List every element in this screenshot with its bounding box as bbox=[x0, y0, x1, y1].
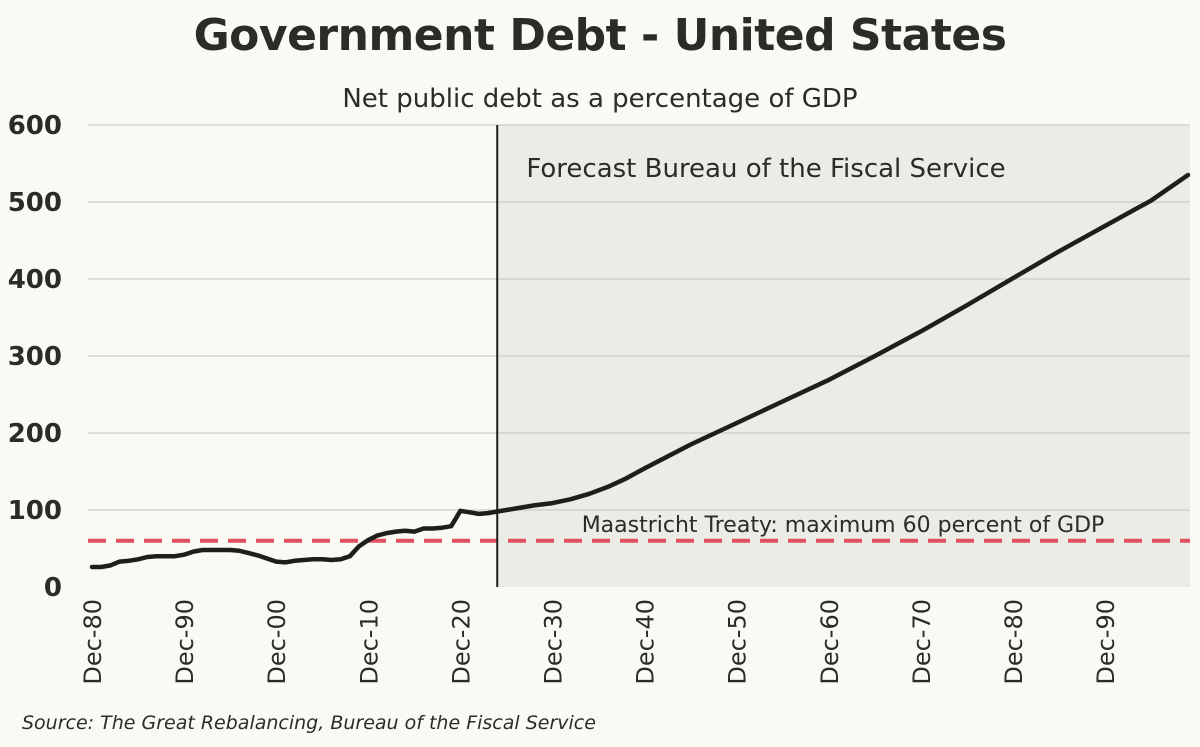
x-tick-label: Dec-80 bbox=[1000, 599, 1028, 685]
x-tick-label: Dec-80 bbox=[79, 599, 107, 685]
x-tick-label: Dec-90 bbox=[1092, 599, 1120, 685]
chart-title: Government Debt - United States bbox=[193, 10, 1007, 61]
chart-source: Source: The Great Rebalancing, Bureau of… bbox=[22, 712, 596, 734]
y-tick-label: 0 bbox=[44, 573, 62, 603]
x-tick-label: Dec-90 bbox=[171, 599, 199, 685]
y-tick-label: 200 bbox=[8, 419, 62, 449]
chart-subtitle: Net public debt as a percentage of GDP bbox=[342, 84, 858, 114]
x-tick-label: Dec-70 bbox=[908, 599, 936, 685]
x-tick-label: Dec-10 bbox=[355, 599, 383, 685]
y-tick-label: 400 bbox=[8, 265, 62, 295]
y-tick-label: 300 bbox=[8, 342, 62, 372]
y-tick-label: 600 bbox=[8, 111, 62, 141]
y-axis: 0 100 200 300 400 500 600 bbox=[8, 111, 62, 603]
x-tick-label: Dec-40 bbox=[632, 599, 660, 685]
grid-lines bbox=[88, 124, 1190, 511]
x-tick-label: Dec-00 bbox=[263, 599, 291, 685]
forecast-label: Forecast Bureau of the Fiscal Service bbox=[526, 154, 1005, 184]
y-tick-label: 500 bbox=[8, 188, 62, 218]
x-tick-label: Dec-60 bbox=[816, 599, 844, 685]
x-tick-label: Dec-20 bbox=[447, 599, 475, 685]
y-tick-label: 100 bbox=[8, 496, 62, 526]
x-tick-label: Dec-50 bbox=[724, 599, 752, 685]
x-axis: Dec-80 Dec-90 Dec-00 Dec-10 Dec-20 Dec-30 Dec-… bbox=[79, 599, 1120, 685]
series-line bbox=[89, 172, 1191, 570]
threshold-label: Maastricht Treaty: maximum 60 percent of… bbox=[582, 513, 1105, 538]
x-tick-label: Dec-30 bbox=[540, 599, 568, 685]
